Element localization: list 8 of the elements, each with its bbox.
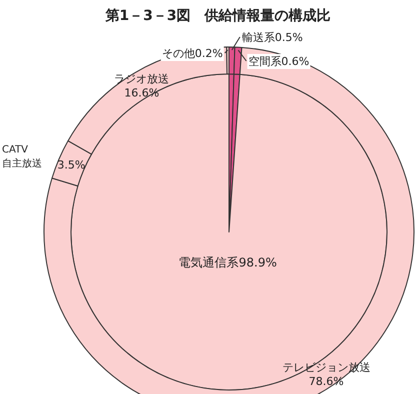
- chart-title: 第1－3－3図 供給情報量の構成比: [104, 8, 331, 24]
- slice-label: その他0.2%: [162, 47, 223, 60]
- slice-label: ラジオ放送: [114, 72, 170, 86]
- slice-label: 電気通信系98.9%: [178, 256, 277, 270]
- data-label: 3.5%: [57, 158, 86, 172]
- slice-label: 輸送系0.5%: [242, 31, 303, 44]
- slice-label: 空間系0.6%: [248, 55, 310, 68]
- slice-label: CATV 自主放送: [2, 144, 42, 170]
